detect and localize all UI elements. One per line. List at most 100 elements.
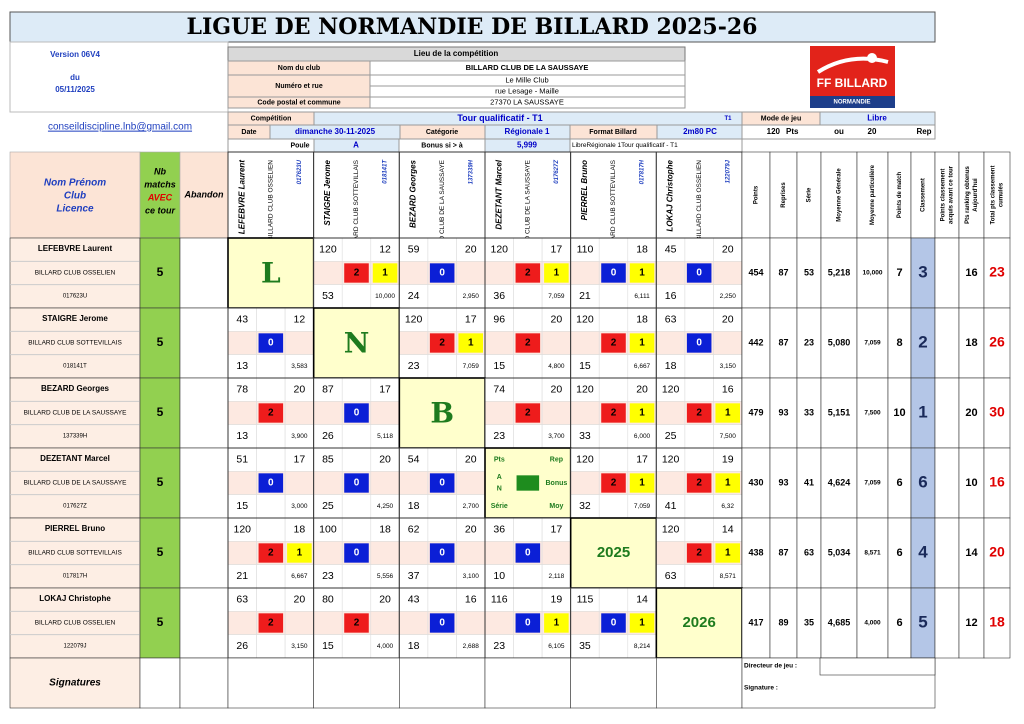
match-moyenne: 7,059 xyxy=(548,293,565,300)
match-subcell xyxy=(570,401,600,425)
legend-text: A xyxy=(497,474,502,481)
version-date: 05/11/2025 xyxy=(55,85,95,94)
match-subcell xyxy=(399,541,429,565)
match-subcell xyxy=(484,261,514,285)
match-subcell xyxy=(684,564,714,589)
stat-cell xyxy=(983,517,1011,589)
header-cell xyxy=(741,151,771,239)
match-reprises: 20 xyxy=(722,243,734,255)
stat-value: 35 xyxy=(804,617,814,627)
date: dimanche 30-11-2025 xyxy=(295,127,376,136)
match-points-won: 0 xyxy=(696,338,702,349)
match-subcell xyxy=(541,541,571,565)
player-club: BILLARD CLUB OSSELIEN xyxy=(35,270,116,277)
match-subcell xyxy=(341,564,372,589)
match-subcell xyxy=(370,611,400,635)
match-reprises: 20 xyxy=(722,313,734,325)
match-subcell xyxy=(513,354,543,379)
match-serie: 33 xyxy=(579,430,591,442)
match-reprises: 18 xyxy=(294,523,306,535)
title: LIGUE DE NORMANDIE DE BILLARD 2025-26 xyxy=(187,14,758,40)
value-cell xyxy=(741,124,936,140)
stat-cell xyxy=(983,307,1011,379)
match-subcell xyxy=(370,471,400,495)
match-reprises: 18 xyxy=(636,313,648,325)
match-points: 120 xyxy=(576,453,594,465)
stat-value: 4,624 xyxy=(828,477,851,487)
stat-cell xyxy=(741,587,771,659)
abandon-cell xyxy=(179,377,229,449)
match-subcell xyxy=(656,331,686,355)
stat-cell xyxy=(934,237,960,309)
match-points: 78 xyxy=(236,383,248,395)
match-subcell xyxy=(484,611,514,635)
match-subcell xyxy=(427,354,457,379)
lieu-heading: Lieu de la compétition xyxy=(414,49,499,58)
match-reprises: 20 xyxy=(465,523,477,535)
match-points-box xyxy=(429,263,455,283)
match-points-box xyxy=(429,333,455,353)
match-points-box xyxy=(601,473,626,493)
match-points-box xyxy=(429,543,455,563)
match-moyenne: 3,100 xyxy=(463,573,480,580)
match-subcell xyxy=(227,401,257,425)
match-subcell xyxy=(284,331,314,355)
tour: T1 xyxy=(724,116,732,122)
match-subcell xyxy=(256,354,286,379)
lieu-value: rue Lesage - Maille xyxy=(495,86,559,95)
director-box xyxy=(819,657,936,676)
bonus: 1 xyxy=(639,338,645,349)
match-reprises: 20 xyxy=(379,593,391,605)
match-subcell xyxy=(256,377,286,402)
match-serie: 41 xyxy=(665,500,677,512)
match-points-won: 2 xyxy=(354,268,360,279)
player-club: BILLARD CLUB DE LA SAUSSAYE xyxy=(24,410,128,417)
match-subcell xyxy=(513,284,543,309)
match-points: 87 xyxy=(322,383,334,395)
match-moyenne: 6,105 xyxy=(548,643,565,650)
stat-value: 10,000 xyxy=(863,270,883,277)
header-text: Points xyxy=(754,185,760,204)
header-text: 018141T xyxy=(383,159,389,184)
match-subcell xyxy=(513,307,543,332)
match-points-box xyxy=(601,333,626,353)
header-text: BILLARD CLUB SOTTEVILLAIS xyxy=(353,159,360,253)
stat-value: 87 xyxy=(778,547,788,557)
match-subcell xyxy=(598,354,629,379)
nb-matches: 5 xyxy=(157,335,164,349)
match-moyenne: 6,667 xyxy=(634,363,651,370)
email[interactable]: conseildiscipline.lnb@gmail.com xyxy=(48,122,192,133)
match-subcell xyxy=(684,354,714,379)
player-licence: 017627Z xyxy=(63,504,87,510)
stat-cell xyxy=(856,307,889,379)
match-subcell xyxy=(427,307,457,332)
stat-cell xyxy=(856,517,889,589)
stat-value: 6 xyxy=(918,472,927,491)
match-subcell xyxy=(570,331,600,355)
bonus-box xyxy=(629,613,655,633)
stat-value: 3 xyxy=(918,262,927,281)
header-text: BILLARD CLUB OSSELIEN xyxy=(268,160,275,241)
match-points-won: 2 xyxy=(696,548,702,559)
match-subcell xyxy=(684,307,714,332)
match-subcell xyxy=(598,424,629,449)
stat-cell xyxy=(741,307,771,379)
match-points: 120 xyxy=(405,313,423,325)
match-subcell xyxy=(341,424,372,449)
match-subcell xyxy=(570,611,600,635)
summary: LibreRégionale 1Tour qualificatif - T1 xyxy=(572,142,678,149)
match-points-box xyxy=(515,403,541,423)
format: 2m80 PC xyxy=(683,127,717,136)
footer-cell xyxy=(313,657,400,709)
match-points-box xyxy=(601,403,626,423)
header-text: 137339H xyxy=(468,159,474,184)
match-subcell xyxy=(513,424,543,449)
bonus: 1 xyxy=(725,548,731,559)
match-moyenne: 4,250 xyxy=(377,503,394,510)
points-unit: Pts xyxy=(786,127,799,136)
match-serie: 16 xyxy=(665,290,677,302)
match-subcell xyxy=(341,237,372,262)
match-subcell xyxy=(370,401,400,425)
abandon-cell xyxy=(179,587,229,659)
stat-value: 53 xyxy=(804,267,814,277)
